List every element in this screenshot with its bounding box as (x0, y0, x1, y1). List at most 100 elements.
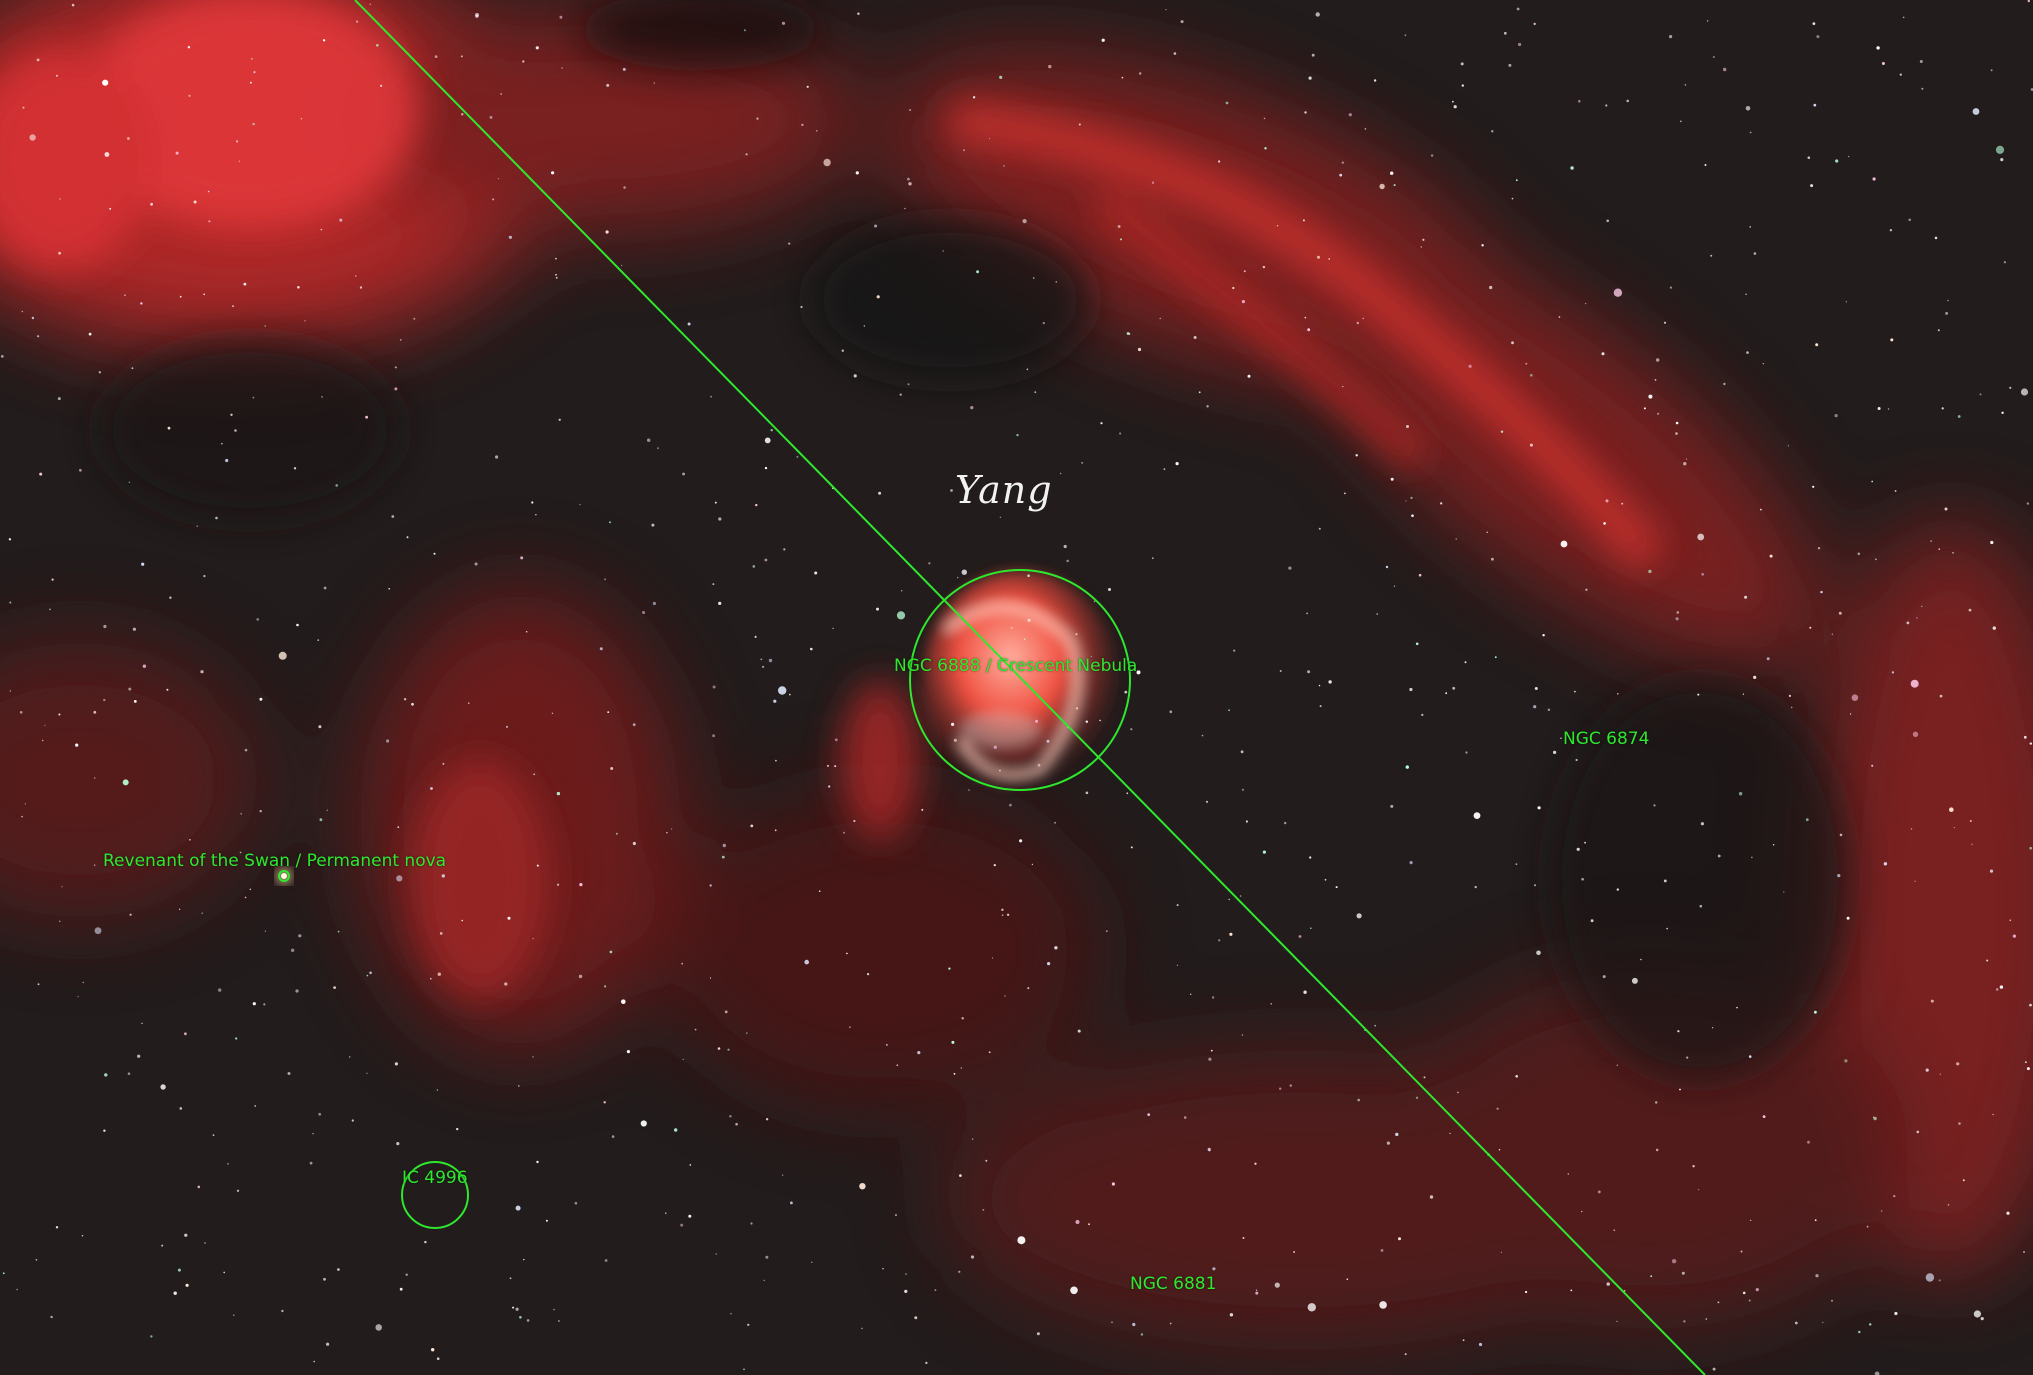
star (1697, 533, 1705, 541)
star (1398, 1237, 1401, 1241)
star (1838, 611, 1842, 615)
star (252, 1002, 256, 1006)
star (430, 787, 433, 790)
star (1912, 731, 1919, 737)
star (1705, 1318, 1708, 1320)
star (81, 1235, 84, 1237)
star (729, 1115, 732, 1118)
star (1279, 1087, 1282, 1090)
star (1031, 863, 1034, 866)
star (394, 387, 398, 391)
star (1124, 690, 1128, 694)
star (297, 286, 300, 289)
star (1455, 538, 1457, 540)
star (853, 374, 857, 378)
star (42, 739, 44, 742)
star (681, 962, 684, 965)
star (522, 60, 525, 63)
star (179, 295, 182, 298)
star (531, 501, 534, 504)
star (61, 886, 63, 888)
star (1193, 336, 1197, 339)
star (1930, 999, 1934, 1003)
star (988, 1051, 991, 1054)
star (953, 1073, 956, 1075)
star (1692, 1165, 1695, 1168)
star (1723, 382, 1726, 386)
star (712, 734, 716, 738)
star (1159, 317, 1161, 320)
star (240, 813, 242, 815)
star (846, 952, 848, 955)
star (518, 1085, 520, 1087)
star (832, 627, 834, 630)
star (124, 294, 126, 297)
star (1717, 1301, 1720, 1304)
star (1717, 854, 1721, 858)
star (1011, 627, 1013, 629)
star (770, 429, 773, 432)
star (1894, 1311, 1898, 1316)
star (1809, 626, 1812, 629)
star (901, 590, 903, 592)
star (1671, 1259, 1677, 1264)
star (128, 481, 131, 483)
star (682, 472, 685, 476)
star (197, 1185, 201, 1189)
star (133, 700, 137, 703)
star (959, 1174, 962, 1177)
star (1445, 692, 1448, 695)
star (853, 819, 856, 823)
star (1857, 552, 1861, 556)
label-crescent-nebula: NGC 6888 / Crescent Nebula (894, 656, 1138, 676)
star (1968, 608, 1972, 612)
star (2, 1272, 5, 1275)
star (1503, 31, 1507, 35)
star (1845, 301, 1847, 303)
star (1953, 827, 1955, 829)
star (1254, 1162, 1257, 1165)
star (1581, 1210, 1583, 1213)
star (1117, 225, 1121, 228)
star (19, 711, 23, 714)
star (1328, 258, 1330, 260)
star (29, 134, 36, 141)
star (348, 1056, 351, 1058)
star (765, 1118, 769, 1121)
star (1421, 713, 1424, 717)
star (1837, 874, 1841, 878)
star (244, 748, 248, 752)
star (203, 574, 206, 578)
star (917, 1051, 921, 1055)
star (293, 467, 297, 470)
star (1949, 807, 1954, 812)
star (1147, 1113, 1151, 1116)
star (1088, 1223, 1090, 1226)
star (1810, 184, 1814, 188)
star (999, 75, 1003, 79)
star (94, 927, 102, 935)
star (579, 504, 581, 506)
star (1701, 573, 1704, 576)
star (1890, 338, 1894, 342)
star (1676, 611, 1680, 614)
star (907, 177, 910, 181)
star (762, 665, 765, 668)
star (746, 1032, 748, 1034)
star (1871, 764, 1874, 767)
star (250, 81, 252, 84)
star (1989, 869, 1994, 873)
star (1511, 341, 1514, 345)
star (59, 198, 61, 200)
star (495, 455, 499, 459)
star (1452, 100, 1454, 103)
star (1243, 270, 1246, 273)
star (1585, 588, 1588, 591)
star (200, 670, 204, 674)
star (1814, 1219, 1817, 1222)
star (1576, 847, 1580, 851)
star (1404, 1353, 1407, 1356)
star (610, 767, 614, 770)
star (1001, 914, 1004, 916)
